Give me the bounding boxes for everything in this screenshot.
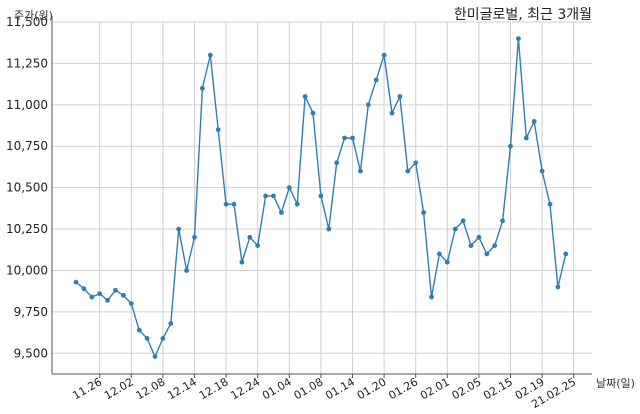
data-point — [563, 251, 569, 257]
data-point — [429, 294, 434, 300]
data-point — [468, 243, 474, 249]
data-point — [294, 201, 300, 207]
y-axis-title: 주가(원) — [14, 9, 53, 22]
data-point — [223, 201, 229, 207]
y-tick-label: 9,750 — [14, 305, 48, 319]
data-point — [516, 36, 521, 41]
data-point — [437, 251, 442, 257]
y-tick-label: 11,500 — [6, 15, 48, 29]
data-point — [192, 234, 197, 240]
data-point — [421, 210, 426, 215]
data-point — [460, 218, 466, 224]
y-tick-label: 10,500 — [6, 181, 48, 195]
x-tick-label: 01.14 — [323, 375, 357, 402]
data-point — [207, 52, 213, 58]
series — [73, 36, 569, 359]
data-point — [492, 243, 498, 249]
x-tick-label: 12.08 — [134, 375, 168, 402]
data-point — [279, 210, 284, 215]
data-point — [184, 268, 190, 273]
data-point — [397, 94, 403, 99]
data-point — [342, 135, 347, 141]
x-tick-label: 12.02 — [102, 375, 136, 402]
data-point — [318, 193, 324, 199]
x-tick-label: 12.18 — [197, 375, 231, 402]
data-point — [555, 284, 561, 290]
data-point — [508, 143, 513, 149]
data-point — [144, 336, 150, 341]
x-tick-label: 12.24 — [228, 375, 262, 402]
x-tick-label: 12.14 — [165, 375, 199, 402]
data-point — [310, 110, 316, 116]
data-point — [136, 327, 142, 333]
data-point — [389, 110, 395, 116]
data-point — [476, 234, 482, 240]
data-point — [105, 297, 110, 303]
data-point — [271, 193, 276, 199]
data-point — [334, 160, 340, 166]
data-point — [215, 127, 221, 133]
data-point — [365, 102, 371, 108]
data-point — [231, 201, 237, 207]
data-point — [128, 301, 134, 306]
data-point — [176, 226, 182, 232]
x-tick-label: 02.01 — [418, 375, 452, 402]
data-point — [302, 94, 308, 99]
y-tick-label: 10,000 — [6, 263, 48, 277]
x-tick-label: 02.05 — [450, 375, 484, 402]
data-point — [168, 321, 174, 326]
data-point — [152, 354, 158, 359]
x-tick-label: 01.20 — [355, 375, 389, 402]
x-tick-label: 01.08 — [292, 375, 326, 402]
data-point — [247, 234, 253, 240]
data-point — [547, 201, 553, 207]
data-point — [405, 168, 411, 174]
data-point — [500, 218, 505, 224]
y-tick-label: 10,750 — [6, 139, 48, 153]
data-point — [263, 193, 268, 199]
x-tick-label: 01.04 — [260, 375, 294, 402]
axes — [51, 16, 592, 378]
data-point — [523, 135, 529, 141]
x-tick-label: 11.26 — [70, 375, 104, 402]
data-point — [539, 168, 545, 174]
data-point — [239, 259, 245, 265]
grid — [52, 21, 592, 374]
data-point — [326, 226, 332, 232]
data-point — [255, 243, 261, 249]
data-point — [89, 294, 95, 300]
data-point — [444, 259, 450, 265]
data-point — [381, 52, 387, 58]
data-point — [121, 292, 126, 298]
x-tick-label: 02.15 — [481, 375, 515, 402]
data-point — [200, 85, 205, 91]
y-tick-labels: 9,500 9,750 10,000 10,250 10,500 10,750 11,000… — [6, 15, 48, 360]
y-tick-label: 11,000 — [6, 98, 48, 112]
x-axis-title: 날짜(일) — [596, 376, 635, 390]
data-point — [484, 251, 490, 257]
chart-title: 한미글로벌, 최근 3개월 — [454, 7, 592, 23]
data-point — [350, 135, 355, 141]
data-point — [452, 226, 458, 232]
data-point — [81, 286, 87, 292]
data-point — [160, 336, 166, 341]
y-tick-label: 10,250 — [6, 222, 48, 236]
x-tick-labels: 11.2612.0212.0812.1412.1812.2401.0401.08… — [70, 375, 578, 411]
data-point — [531, 119, 537, 124]
data-point — [358, 168, 363, 174]
data-point — [113, 287, 118, 293]
y-tick-label: 11,250 — [6, 56, 48, 70]
y-tick-label: 9,500 — [14, 346, 48, 360]
data-point — [286, 185, 292, 191]
data-point — [373, 77, 379, 83]
data-point — [97, 291, 103, 297]
data-point — [73, 279, 79, 285]
data-point — [413, 160, 419, 166]
x-tick-label: 01.26 — [386, 375, 420, 402]
